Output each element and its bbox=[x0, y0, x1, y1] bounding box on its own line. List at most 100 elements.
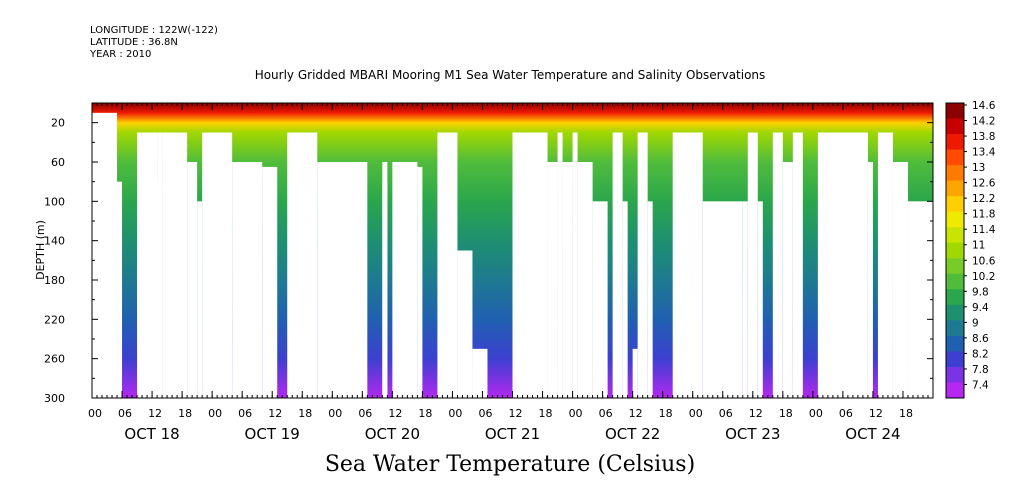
missing-data-block bbox=[792, 132, 803, 398]
x-tick-label: 12 bbox=[148, 407, 162, 420]
missing-data-block bbox=[647, 201, 653, 398]
colorbar-swatch bbox=[946, 211, 964, 228]
colorbar-swatch bbox=[946, 382, 964, 399]
missing-data-layer bbox=[92, 112, 933, 398]
missing-data-block bbox=[572, 132, 578, 398]
missing-data-block bbox=[472, 348, 488, 398]
missing-data-block bbox=[562, 162, 573, 398]
missing-data-block bbox=[747, 132, 758, 398]
colorbar-swatch bbox=[946, 227, 964, 244]
missing-data-block bbox=[417, 166, 423, 398]
y-axis-label: DEPTH (m) bbox=[34, 220, 47, 280]
missing-data-block bbox=[197, 201, 203, 398]
missing-data-block bbox=[637, 132, 648, 398]
x-tick-label: 12 bbox=[869, 407, 883, 420]
y-tick-label: 180 bbox=[44, 274, 65, 287]
missing-data-block bbox=[702, 201, 743, 398]
colorbar-swatch bbox=[946, 351, 964, 368]
x-tick-label: 00 bbox=[448, 407, 462, 420]
missing-data-block bbox=[672, 132, 703, 398]
colorbar-swatch bbox=[946, 258, 964, 275]
colorbar-label: 13 bbox=[972, 162, 985, 174]
y-tick-label: 60 bbox=[51, 156, 65, 169]
missing-data-block bbox=[457, 250, 473, 398]
x-tick-label: 06 bbox=[478, 407, 492, 420]
x-tick-label: 18 bbox=[779, 407, 793, 420]
colorbar-label: 11.8 bbox=[972, 209, 995, 221]
colorbar-label: 10.2 bbox=[972, 271, 995, 283]
x-date-label: OCT 19 bbox=[245, 425, 300, 443]
colorbar-label: 9.8 bbox=[972, 286, 989, 298]
missing-data-block bbox=[317, 162, 368, 398]
colorbar-label: 9.4 bbox=[972, 302, 989, 314]
chart-title: Hourly Gridded MBARI Mooring M1 Sea Wate… bbox=[254, 68, 766, 82]
missing-data-block bbox=[137, 132, 158, 398]
colorbar-swatch bbox=[946, 134, 964, 151]
missing-data-block bbox=[782, 162, 793, 398]
x-tick-label: 18 bbox=[298, 407, 312, 420]
latitude-label: LATITUDE : 36.8N bbox=[90, 37, 178, 48]
x-tick-label: 06 bbox=[839, 407, 853, 420]
x-date-label: OCT 22 bbox=[605, 425, 660, 443]
colorbar-label: 9 bbox=[972, 317, 979, 329]
colorbar-swatch bbox=[946, 304, 964, 321]
missing-data-block bbox=[907, 201, 933, 398]
x-tick-label: 00 bbox=[809, 407, 823, 420]
x-tick-label: 06 bbox=[358, 407, 372, 420]
colorbar-label: 7.8 bbox=[972, 364, 989, 376]
year-label: YEAR : 2010 bbox=[90, 49, 152, 60]
colorbar-label: 11 bbox=[972, 240, 985, 252]
x-tick-label: 18 bbox=[659, 407, 673, 420]
colorbar-frame bbox=[945, 102, 965, 399]
missing-data-block bbox=[187, 162, 198, 398]
missing-data-block bbox=[547, 162, 558, 398]
x-tick-label: 06 bbox=[719, 407, 733, 420]
missing-data-block bbox=[512, 132, 548, 398]
colorbar-swatch bbox=[946, 242, 964, 259]
missing-data-block bbox=[557, 132, 563, 398]
colorbar-swatch bbox=[946, 273, 964, 290]
x-date-label: OCT 18 bbox=[124, 425, 179, 443]
missing-data-block bbox=[262, 166, 278, 398]
y-tick-label: 300 bbox=[44, 392, 65, 405]
x-date-label: OCT 23 bbox=[725, 425, 780, 443]
missing-data-block bbox=[772, 132, 783, 398]
colorbar-swatch bbox=[946, 165, 964, 182]
missing-data-block bbox=[892, 162, 908, 398]
missing-data-block bbox=[287, 132, 318, 398]
missing-data-block bbox=[437, 132, 458, 398]
y-tick-label: 20 bbox=[51, 117, 65, 130]
colorbar-swatch bbox=[946, 320, 964, 337]
colorbar-label: 13.4 bbox=[972, 147, 996, 159]
missing-data-block bbox=[592, 201, 608, 398]
x-tick-label: 18 bbox=[178, 407, 192, 420]
colorbar-swatch bbox=[946, 335, 964, 352]
missing-data-block bbox=[612, 132, 623, 398]
x-tick-label: 06 bbox=[238, 407, 252, 420]
missing-data-block bbox=[867, 162, 873, 398]
y-tick-label: 220 bbox=[44, 313, 65, 326]
colorbar-label: 14.2 bbox=[972, 116, 995, 128]
x-tick-label: 00 bbox=[208, 407, 222, 420]
x-tick-label: 06 bbox=[118, 407, 132, 420]
colorbar-label: 8.2 bbox=[972, 348, 989, 360]
colorbar-label: 7.4 bbox=[972, 379, 989, 391]
x-tick-label: 12 bbox=[749, 407, 763, 420]
missing-data-block bbox=[877, 132, 893, 398]
x-date-label: OCT 21 bbox=[485, 425, 540, 443]
axes: 20 60 100 140 180 220 260 300 00 06 12 18 00 06 12 18 00… bbox=[44, 102, 934, 443]
x-tick-label: 00 bbox=[689, 407, 703, 420]
y-tick-label: 260 bbox=[44, 353, 65, 366]
colorbar-label: 14.6 bbox=[972, 100, 996, 112]
x-tick-label: 00 bbox=[569, 407, 583, 420]
colorbar-swatch bbox=[946, 149, 964, 166]
colorbar-swatch bbox=[946, 196, 964, 213]
colorbar-swatch bbox=[946, 103, 964, 120]
x-tick-label: 18 bbox=[418, 407, 432, 420]
x-tick-label: 06 bbox=[599, 407, 613, 420]
missing-data-block bbox=[117, 181, 123, 398]
y-tick-label: 140 bbox=[44, 235, 65, 248]
x-tick-label: 18 bbox=[899, 407, 913, 420]
y-tick-label: 100 bbox=[44, 195, 65, 208]
